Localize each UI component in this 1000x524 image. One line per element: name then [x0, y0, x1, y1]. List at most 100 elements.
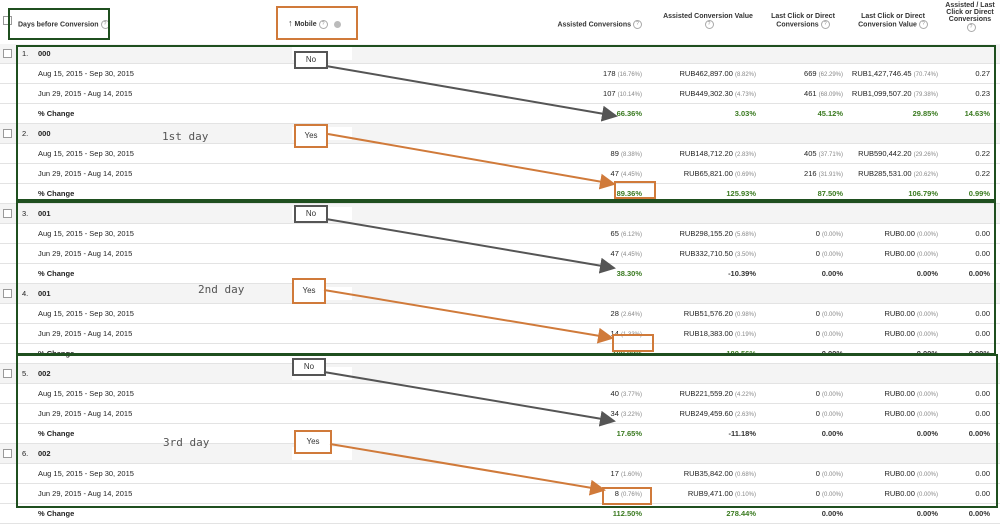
change-c1: 66.36% [616, 109, 642, 118]
metric-value: 47 [610, 169, 619, 178]
group-row[interactable]: 6. 002 [0, 444, 1000, 464]
metric-c2: RUB332,710.50 (3.50%) [680, 244, 756, 265]
metric-c1: 28 (2.64%) [611, 304, 642, 325]
metric-c5: 0.23 [975, 89, 990, 98]
arrow-yes-2 [323, 289, 614, 344]
mobile-tag-yes-3: Yes [294, 430, 332, 454]
percent-change-row: % Change 17.65% -11.18% 0.00% 0.00% 0.00% [0, 424, 1000, 444]
metric-value: 0 [815, 229, 820, 238]
metric-percent: (0.00%) [916, 412, 938, 418]
change-c5: 14.63% [964, 109, 990, 118]
date-range-label: Aug 15, 2015 - Sep 30, 2015 [38, 309, 134, 318]
header-dim2-label: Mobile [294, 21, 317, 28]
metric-value: RUB1,099,507.20 [851, 89, 912, 98]
metric-percent: (5.68%) [734, 232, 756, 238]
date-range-row: Aug 15, 2015 - Sep 30, 2015 17 (1.60%) RUB… [0, 464, 1000, 484]
metric-value: 40 [610, 389, 619, 398]
days-before-conversion-value[interactable]: 001 [38, 209, 51, 218]
header-assisted-value[interactable]: Assisted Conversion Value? [660, 13, 756, 29]
header-last-click-conversions[interactable]: Last Click or Direct Conversions? [763, 13, 843, 29]
metric-percent: (1.60%) [620, 472, 642, 478]
header-assisted-conversions[interactable]: Assisted Conversions? [557, 20, 642, 29]
date-range-row: Aug 15, 2015 - Sep 30, 2015 40 (3.77%) RUB… [0, 384, 1000, 404]
row-checkbox[interactable] [3, 129, 12, 138]
metric-c5: 0.00 [975, 469, 990, 478]
row-checkbox[interactable] [3, 209, 12, 218]
help-icon[interactable]: ? [318, 19, 328, 29]
help-icon[interactable]: ? [966, 23, 976, 32]
metric-c5: 0.22 [975, 149, 990, 158]
help-icon[interactable]: ? [704, 20, 714, 29]
metric-percent: (70.74%) [913, 72, 938, 78]
metric-percent: (0.00%) [821, 472, 843, 478]
header-c4-label: Last Click or Direct Conversion Value [858, 13, 925, 29]
metric-c4: RUB1,427,746.45 (70.74%) [852, 64, 938, 85]
day-label-1: 1st day [162, 130, 209, 143]
metric-value: RUB0.00 [884, 329, 915, 338]
metric-value: RUB0.00 [884, 409, 915, 418]
mobile-tag-no-2: No [294, 205, 328, 223]
days-before-conversion-value[interactable]: 001 [38, 289, 51, 298]
metric-c4: RUB0.00 (0.00%) [884, 484, 938, 505]
help-icon[interactable]: ? [820, 20, 830, 29]
metric-c4: RUB0.00 (0.00%) [884, 304, 938, 325]
metric-percent: (2.64%) [620, 312, 642, 318]
change-c2: 3.03% [734, 109, 756, 118]
metric-percent: (4.22%) [734, 392, 756, 398]
change-c2: -10.39% [728, 269, 756, 278]
remove-dimension-icon[interactable] [333, 20, 341, 28]
change-c2: 125.93% [726, 189, 756, 198]
days-before-conversion-value[interactable]: 000 [38, 49, 51, 58]
date-range-label: Aug 15, 2015 - Sep 30, 2015 [38, 149, 134, 158]
days-before-conversion-value[interactable]: 002 [38, 449, 51, 458]
row-checkbox[interactable] [3, 449, 12, 458]
metric-value: 461 [804, 89, 817, 98]
metric-c3: 0 (0.00%) [816, 304, 843, 325]
metric-percent: (8.38%) [620, 152, 642, 158]
metric-percent: (29.26%) [913, 152, 938, 158]
metric-c2: RUB9,471.00 (0.10%) [688, 484, 756, 505]
metric-percent: (37.71%) [818, 152, 843, 158]
metric-value: RUB18,383.00 [683, 329, 733, 338]
header-c1-label: Assisted Conversions [557, 21, 631, 29]
metric-c4: RUB0.00 (0.00%) [884, 464, 938, 485]
help-icon[interactable]: ? [633, 20, 642, 29]
metric-c4: RUB0.00 (0.00%) [884, 224, 938, 245]
metric-value: 0 [815, 329, 820, 338]
help-icon[interactable]: ? [918, 20, 928, 29]
metric-percent: (0.19%) [734, 332, 756, 338]
metric-value: RUB1,427,746.45 [851, 69, 912, 78]
change-c5: 0.00% [968, 429, 990, 438]
days-before-conversion-value[interactable]: 000 [38, 129, 51, 138]
date-range-row: Jun 29, 2015 - Aug 14, 2015 8 (0.76%) RUB9… [0, 484, 1000, 504]
metric-c1: 65 (6.12%) [611, 224, 642, 245]
metric-value: RUB285,531.00 [858, 169, 912, 178]
date-range-row: Jun 29, 2015 - Aug 14, 2015 34 (3.22%) RUB… [0, 404, 1000, 424]
row-checkbox[interactable] [3, 289, 12, 298]
annotation-arrows [323, 65, 618, 496]
header-ratio[interactable]: Assisted / Last Click or Direct Conversi… [944, 2, 996, 32]
select-all-checkbox[interactable] [3, 16, 12, 25]
day-label-2: 2nd day [198, 283, 245, 296]
row-checkbox[interactable] [3, 49, 12, 58]
change-c1: 17.65% [616, 429, 642, 438]
metric-percent: (3.22%) [620, 412, 642, 418]
metric-value: RUB0.00 [884, 249, 915, 258]
metric-c3: 405 (37.71%) [804, 144, 843, 165]
metric-percent: (10.14%) [617, 92, 642, 98]
metric-value: 65 [610, 229, 619, 238]
header-last-click-value[interactable]: Last Click or Direct Conversion Value? [848, 13, 938, 29]
metric-percent: (0.00%) [821, 232, 843, 238]
change-c3: 87.50% [817, 189, 843, 198]
date-range-label: Aug 15, 2015 - Sep 30, 2015 [38, 229, 134, 238]
date-range-label: Jun 29, 2015 - Aug 14, 2015 [38, 249, 133, 258]
metric-value: RUB0.00 [884, 489, 915, 498]
header-mobile[interactable]: ↑ Mobile? [288, 18, 341, 29]
metric-percent: (2.83%) [734, 152, 756, 158]
date-range-row: Jun 29, 2015 - Aug 14, 2015 107 (10.14%) R… [0, 84, 1000, 104]
days-before-conversion-value[interactable]: 002 [38, 369, 51, 378]
metric-percent: (8.82%) [734, 72, 756, 78]
metric-value: RUB148,712.20 [679, 149, 733, 158]
metric-percent: (0.00%) [916, 312, 938, 318]
row-checkbox[interactable] [3, 369, 12, 378]
